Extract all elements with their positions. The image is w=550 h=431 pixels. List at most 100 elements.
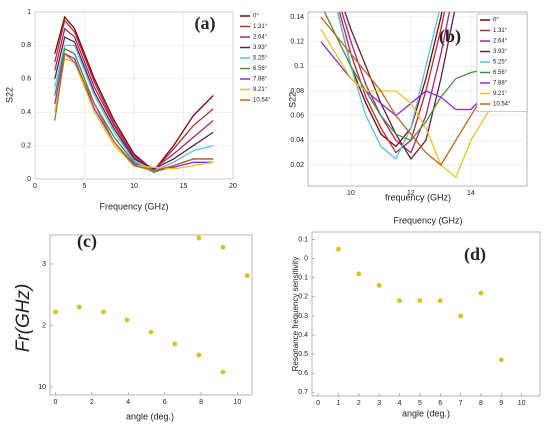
series-line (54, 52, 214, 172)
legend-label: 0° (493, 18, 499, 24)
x-tick-label: 1 (337, 400, 341, 407)
x-tick-label: 9 (499, 400, 503, 407)
y-tick-label: 0.6 (21, 76, 31, 83)
y-tick-label: 0.1 (298, 275, 308, 282)
x-axis-label: Frequency (GHz) (99, 201, 168, 211)
point (148, 329, 154, 335)
x-tick-label: 2 (90, 399, 94, 406)
legend-label: 7.88° (493, 81, 508, 87)
x-tick-label: 2 (357, 400, 361, 407)
point (220, 244, 226, 250)
y-tick-label: 0.2 (21, 142, 31, 149)
legend-label: 3.93° (253, 45, 268, 51)
x-tick-label: 0 (54, 399, 58, 406)
legend-label: 6.56° (493, 70, 508, 76)
x-tick-label: 0 (33, 183, 37, 190)
x-axis-label: angle (deg.) (402, 408, 450, 418)
x-tick-label: 3 (377, 400, 381, 407)
legend-label: 9.21° (253, 87, 268, 93)
series-line (54, 27, 214, 170)
legend-label: 2.64° (493, 39, 508, 45)
point (244, 273, 250, 279)
x-tick-label: 10 (518, 400, 526, 407)
legend-label: 3.93° (493, 49, 508, 55)
x-axis-label: frequency (GHz) (385, 192, 451, 202)
series-line (320, 16, 517, 166)
point (437, 298, 443, 304)
point (76, 304, 82, 310)
x-tick-label: 10 (130, 183, 138, 190)
series-line (54, 15, 214, 172)
x-tick-label: 10 (234, 399, 242, 406)
legend-label: 5.25° (493, 60, 508, 66)
point (397, 298, 402, 304)
plot-area (49, 234, 253, 396)
legend-label: 1.31° (493, 28, 508, 34)
x-tick-label: 6 (163, 399, 167, 406)
y-tick-label: 2 (42, 322, 46, 329)
x-tick-label: 4 (126, 399, 130, 406)
point (124, 317, 130, 323)
y-tick-label: 0.06 (290, 113, 304, 120)
y-tick-label: 0.12 (290, 38, 304, 45)
annotation: Frequency (GHz) (393, 215, 462, 225)
point (498, 357, 504, 363)
plot-area (311, 231, 541, 397)
panel-label: (d) (464, 244, 486, 265)
y-tick-label: 0.2 (298, 294, 308, 301)
x-tick-label: 8 (199, 399, 203, 406)
point (478, 290, 484, 296)
series-line (344, 12, 456, 160)
y-tick-label: 0.8 (21, 42, 31, 49)
y-tick-label: 0.4 (21, 109, 31, 116)
series-line (54, 44, 214, 172)
y-tick-label: 1 (27, 9, 31, 16)
panel-label: (c) (77, 231, 97, 252)
point (458, 313, 464, 319)
y-axis-label: Resonance frequency sensitivity (291, 257, 300, 372)
x-tick-label: 12 (407, 190, 415, 197)
y-tick-label: 0.1 (294, 63, 304, 70)
y-axis-label: S22 (287, 92, 297, 108)
point (220, 369, 226, 375)
x-tick-label: 10 (347, 190, 355, 197)
point (196, 352, 202, 358)
y-tick-label: 0.7 (298, 389, 308, 396)
point (336, 246, 341, 252)
series-line (54, 57, 214, 170)
y-axis-label: S22 (4, 87, 14, 103)
series-line (337, 12, 443, 148)
x-tick-label: 20 (229, 183, 237, 190)
legend-label: 10.54° (493, 102, 511, 108)
y-axis-label: Fr(GHz) (13, 284, 34, 353)
panel-label: (a) (195, 13, 216, 34)
series-line (341, 12, 451, 154)
y-tick-label: 0.14 (290, 14, 304, 21)
series-line (54, 18, 214, 172)
legend-label: 10.54° (253, 98, 271, 104)
point (417, 298, 423, 304)
point (53, 309, 58, 315)
y-tick-label: 0.4 (298, 332, 308, 339)
legend-label: 7.88° (253, 77, 268, 83)
y-tick-label: 0 (304, 256, 308, 263)
legend-label: 2.64° (253, 35, 268, 41)
legend-label: 5.25° (253, 56, 268, 62)
y-tick-label: 0.04 (290, 137, 304, 144)
x-tick-label: 7 (459, 400, 463, 407)
y-tick-label: 0.6 (298, 370, 308, 377)
series-line (323, 12, 516, 142)
y-tick-label: 10 (38, 384, 46, 391)
x-tick-label: 5 (418, 400, 422, 407)
x-tick-label: 5 (83, 183, 87, 190)
point (196, 235, 202, 241)
y-tick-label: 0.08 (290, 88, 304, 95)
y-tick-label: 0.5 (298, 351, 308, 358)
y-tick-label: 0.02 (290, 162, 304, 169)
legend-label: 9.21° (493, 91, 508, 97)
x-tick-label: 0 (316, 400, 320, 407)
x-axis-label: angle (deg.) (126, 411, 174, 421)
y-tick-label: 0.1 (298, 236, 308, 243)
y-tick-label: 0.3 (298, 313, 308, 320)
